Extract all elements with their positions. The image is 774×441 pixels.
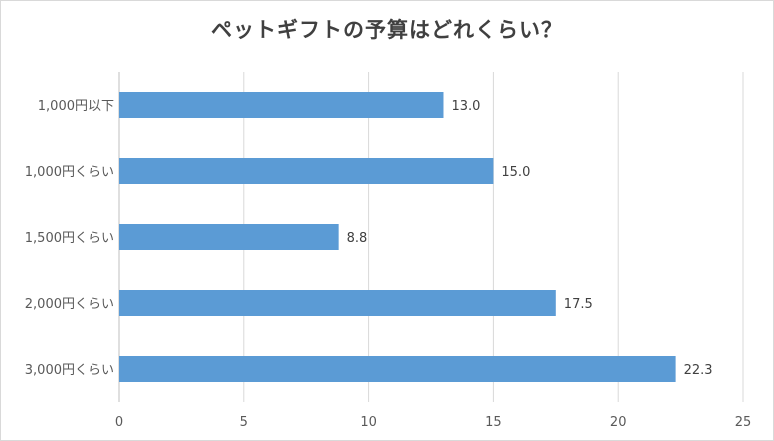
- x-tick-label: 20: [610, 415, 627, 430]
- bar: [119, 158, 494, 184]
- category-label: 1,500円くらい: [25, 231, 114, 246]
- category-label: 1,000円くらい: [25, 165, 114, 180]
- x-tick-label: 25: [735, 415, 752, 430]
- data-label: 13.0: [451, 99, 480, 114]
- bar: [119, 224, 339, 250]
- chart-title: ペットギフトの予算はどれくらい？: [211, 18, 563, 42]
- x-tick-label: 15: [485, 415, 502, 430]
- bar: [119, 92, 444, 118]
- data-labels: 13.0 15.0 8.8 17.5 22.3: [347, 99, 713, 378]
- x-tick-label: 0: [115, 415, 123, 430]
- x-tick-label: 10: [360, 415, 377, 430]
- bar: [119, 290, 556, 316]
- data-label: 8.8: [347, 231, 368, 246]
- category-label: 2,000円くらい: [25, 297, 114, 312]
- x-tick-labels: 0 5 10 15 20 25: [115, 415, 751, 430]
- category-labels: 1,000円以下 1,000円くらい 1,500円くらい 2,000円くらい 3,000…: [25, 99, 114, 378]
- x-tick-label: 5: [240, 415, 248, 430]
- category-label: 3,000円くらい: [25, 363, 114, 378]
- bar: [119, 356, 676, 382]
- data-label: 17.5: [564, 297, 593, 312]
- bars: [119, 92, 676, 382]
- data-label: 15.0: [501, 165, 530, 180]
- category-label: 1,000円以下: [38, 99, 114, 114]
- data-label: 22.3: [684, 363, 713, 378]
